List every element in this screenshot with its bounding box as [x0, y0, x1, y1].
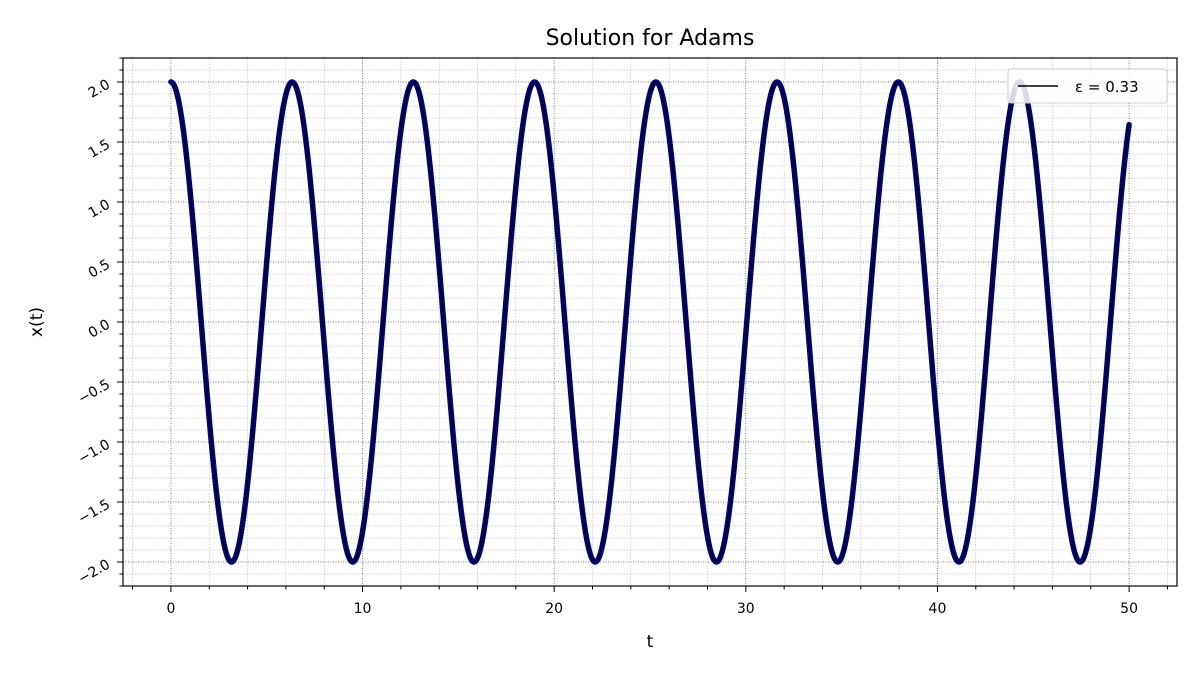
x-tick-label: 50	[1120, 601, 1138, 617]
y-axis-label: x(t)	[27, 307, 47, 337]
series-layer	[168, 79, 1132, 565]
x-tick-label: 30	[737, 601, 755, 617]
chart-title: Solution for Adams	[546, 26, 755, 51]
x-tick-label: 10	[354, 601, 372, 617]
legend-box	[1007, 68, 1168, 104]
legend: ε = 0.33	[1007, 68, 1168, 104]
series-line-core	[170, 81, 1130, 563]
x-tick-label: 20	[545, 601, 563, 617]
legend-entry: ε = 0.33	[1075, 78, 1139, 96]
x-tick-label: 40	[929, 601, 947, 617]
x-tick-label: 0	[166, 601, 175, 617]
x-axis-label: t	[647, 632, 654, 652]
